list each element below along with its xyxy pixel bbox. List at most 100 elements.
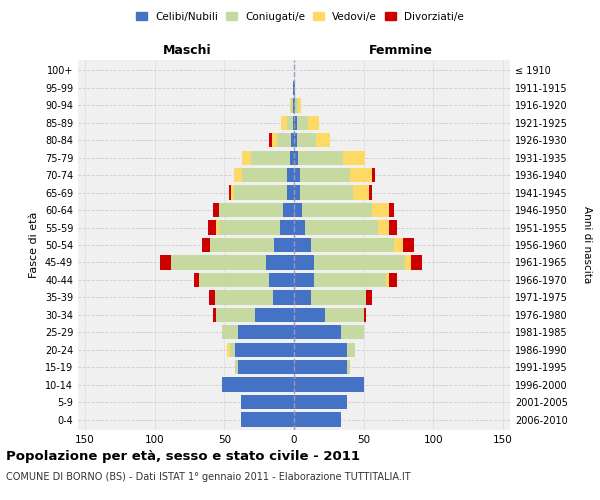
- Bar: [231, 186, 234, 200]
- Bar: [389, 273, 397, 287]
- Bar: [294, 395, 347, 409]
- Y-axis label: Anni di nascita: Anni di nascita: [581, 206, 592, 284]
- Bar: [294, 81, 295, 95]
- Bar: [353, 186, 369, 200]
- Bar: [235, 342, 294, 357]
- Bar: [216, 308, 255, 322]
- Bar: [364, 308, 367, 322]
- Text: Maschi: Maschi: [163, 44, 211, 57]
- Bar: [294, 186, 299, 200]
- Bar: [294, 412, 341, 426]
- Bar: [194, 273, 199, 287]
- Bar: [369, 186, 372, 200]
- Bar: [255, 308, 294, 322]
- Bar: [238, 325, 294, 340]
- Bar: [283, 203, 294, 217]
- Bar: [293, 98, 294, 112]
- Bar: [347, 342, 355, 357]
- Bar: [297, 116, 308, 130]
- Bar: [242, 168, 287, 182]
- Bar: [273, 290, 294, 304]
- Bar: [350, 168, 372, 182]
- Bar: [219, 203, 283, 217]
- Bar: [221, 325, 238, 340]
- Legend: Celibi/Nubili, Coniugati/e, Vedovi/e, Divorziati/e: Celibi/Nubili, Coniugati/e, Vedovi/e, Di…: [132, 8, 468, 26]
- Bar: [294, 325, 341, 340]
- Bar: [294, 378, 364, 392]
- Bar: [411, 256, 422, 270]
- Bar: [272, 133, 277, 148]
- Bar: [325, 308, 364, 322]
- Bar: [314, 273, 386, 287]
- Bar: [403, 238, 414, 252]
- Bar: [294, 273, 314, 287]
- Bar: [229, 186, 231, 200]
- Bar: [294, 342, 347, 357]
- Bar: [251, 150, 290, 165]
- Bar: [293, 116, 294, 130]
- Bar: [291, 133, 294, 148]
- Bar: [299, 168, 350, 182]
- Bar: [294, 203, 302, 217]
- Bar: [241, 395, 294, 409]
- Bar: [389, 220, 397, 234]
- Bar: [235, 360, 238, 374]
- Bar: [406, 256, 411, 270]
- Bar: [302, 203, 372, 217]
- Bar: [287, 186, 294, 200]
- Bar: [394, 238, 403, 252]
- Bar: [299, 186, 353, 200]
- Bar: [316, 133, 330, 148]
- Bar: [305, 220, 377, 234]
- Bar: [290, 150, 294, 165]
- Bar: [343, 150, 365, 165]
- Bar: [389, 203, 394, 217]
- Bar: [298, 150, 343, 165]
- Bar: [294, 133, 297, 148]
- Bar: [202, 238, 211, 252]
- Bar: [314, 256, 406, 270]
- Bar: [269, 273, 294, 287]
- Bar: [311, 290, 367, 304]
- Bar: [230, 342, 235, 357]
- Bar: [269, 133, 272, 148]
- Bar: [209, 290, 215, 304]
- Bar: [160, 256, 172, 270]
- Bar: [213, 308, 216, 322]
- Bar: [216, 220, 219, 234]
- Bar: [227, 342, 230, 357]
- Bar: [377, 220, 389, 234]
- Bar: [234, 186, 287, 200]
- Bar: [294, 360, 347, 374]
- Bar: [287, 116, 293, 130]
- Bar: [199, 273, 269, 287]
- Bar: [372, 168, 375, 182]
- Bar: [294, 238, 311, 252]
- Bar: [294, 256, 314, 270]
- Bar: [294, 168, 299, 182]
- Bar: [266, 256, 294, 270]
- Bar: [221, 378, 294, 392]
- Bar: [213, 203, 219, 217]
- Bar: [295, 98, 298, 112]
- Bar: [294, 308, 325, 322]
- Bar: [211, 238, 274, 252]
- Bar: [311, 238, 394, 252]
- Bar: [308, 116, 319, 130]
- Bar: [294, 98, 295, 112]
- Bar: [172, 256, 266, 270]
- Bar: [367, 290, 372, 304]
- Bar: [287, 168, 294, 182]
- Bar: [297, 133, 316, 148]
- Bar: [281, 116, 287, 130]
- Bar: [298, 98, 301, 112]
- Bar: [386, 273, 389, 287]
- Text: COMUNE DI BORNO (BS) - Dati ISTAT 1° gennaio 2011 - Elaborazione TUTTITALIA.IT: COMUNE DI BORNO (BS) - Dati ISTAT 1° gen…: [6, 472, 410, 482]
- Text: Popolazione per età, sesso e stato civile - 2011: Popolazione per età, sesso e stato civil…: [6, 450, 360, 463]
- Bar: [293, 81, 294, 95]
- Bar: [290, 98, 291, 112]
- Bar: [291, 98, 293, 112]
- Bar: [238, 360, 294, 374]
- Bar: [294, 116, 297, 130]
- Bar: [234, 168, 242, 182]
